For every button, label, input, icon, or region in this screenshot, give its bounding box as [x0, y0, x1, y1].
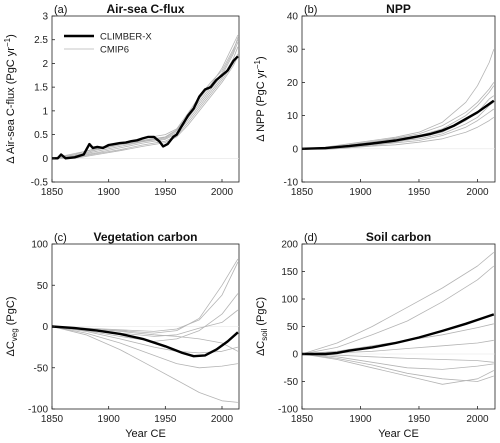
x-axis-label: Year CE	[378, 428, 419, 440]
y-tick-label: 200	[281, 240, 298, 251]
y-tick-label: 50	[37, 281, 49, 292]
x-tick-label: 1900	[98, 414, 121, 425]
series-line-climber-x	[52, 55, 239, 160]
series-line-cmip6	[52, 258, 239, 334]
x-tick-label: 1850	[291, 187, 314, 198]
x-tick-label: 1950	[154, 414, 177, 425]
series-line-cmip6	[302, 353, 494, 370]
panel-label: (c)	[54, 232, 67, 244]
x-tick-label: 1850	[291, 414, 314, 425]
series-line-cmip6	[302, 353, 494, 382]
y-tick-label: 0	[292, 144, 298, 155]
x-tick-label: 1950	[408, 187, 431, 198]
plot-frame	[301, 15, 496, 183]
y-tick-label: -100	[278, 405, 298, 416]
y-axis-label: Δ Air-sea C-flux (PgC yr−1)	[3, 34, 17, 164]
series-line-cmip6	[52, 326, 239, 354]
y-tick-label: -50	[34, 363, 49, 374]
series-line-cmip6	[302, 353, 494, 363]
panel-title: Soil carbon	[366, 230, 431, 244]
y-tick-label: 0	[42, 154, 48, 165]
plot-frame	[301, 243, 496, 410]
series-line-climber-x	[302, 99, 495, 150]
x-tick-label: 1900	[349, 187, 372, 198]
series-group	[302, 49, 495, 150]
series-line-cmip6	[302, 116, 495, 150]
y-tick-label: 2	[42, 59, 48, 70]
series-line-climber-x	[52, 325, 239, 358]
panel-title: Vegetation carbon	[93, 230, 197, 244]
series-line-cmip6	[302, 353, 494, 385]
series-line-cmip6	[52, 56, 239, 159]
series-line-cmip6	[302, 251, 495, 355]
y-tick-label: 50	[287, 322, 299, 333]
series-line-climber-x	[302, 313, 495, 356]
series-line-cmip6	[302, 49, 495, 150]
series-line-cmip6	[52, 34, 239, 159]
series-group	[52, 34, 239, 160]
y-tick-label: 100	[281, 295, 298, 306]
y-tick-label: -100	[28, 405, 48, 416]
series-line-cmip6	[302, 108, 495, 150]
x-tick-label: 2000	[211, 414, 234, 425]
y-tick-label: 1.5	[34, 83, 48, 94]
series-line-cmip6	[52, 261, 239, 332]
series-group	[302, 251, 495, 385]
y-tick-label: -10	[284, 178, 299, 189]
y-tick-label: 10	[287, 111, 299, 122]
y-axis-label: Δ NPP (PgC yr−1)	[253, 56, 267, 141]
series-line-cmip6	[52, 326, 238, 369]
panel-title: NPP	[386, 2, 411, 16]
y-axis-label: ΔCveg (PgC)	[5, 297, 19, 357]
panel-label: (b)	[304, 4, 317, 16]
panel-label: (a)	[54, 4, 67, 16]
y-tick-label: 40	[287, 12, 299, 23]
y-tick-label: 1	[42, 106, 48, 117]
panel-label: (d)	[304, 232, 317, 244]
legend-entry: CLIMBER-X	[100, 32, 152, 43]
x-tick-label: 2000	[466, 187, 489, 198]
series-line-cmip6	[52, 326, 238, 403]
panel-1: 1850 1900 1950 2000 -0.5 0 0.5 1 1.5 2 2.5 3 (a) Air-…	[3, 2, 240, 198]
x-tick-label: 2000	[466, 414, 489, 425]
y-tick-label: 0	[292, 350, 298, 361]
y-tick-label: 100	[31, 240, 48, 251]
series-group	[52, 258, 239, 403]
x-tick-label: 1850	[41, 187, 64, 198]
panel-2: 1850 1900 1950 2000 -10 0 10 20 30 40 (b) NPP Δ NPP …	[253, 2, 496, 198]
y-tick-label: -0.5	[31, 178, 49, 189]
x-tick-label: 1900	[98, 187, 121, 198]
x-tick-label: 1850	[41, 414, 64, 425]
legend: CLIMBER-X CMIP6	[64, 32, 152, 56]
y-tick-label: 0.5	[34, 130, 48, 141]
x-tick-label: 1900	[349, 414, 372, 425]
x-tick-label: 2000	[211, 187, 234, 198]
panel-title: Air-sea C-flux	[106, 2, 184, 16]
series-line-cmip6	[52, 293, 239, 342]
y-tick-label: 0	[42, 322, 48, 333]
y-tick-label: 3	[42, 12, 48, 23]
x-tick-label: 1950	[154, 187, 177, 198]
x-tick-label: 1950	[408, 414, 431, 425]
plot-frame	[51, 15, 240, 183]
legend-entry: CMIP6	[100, 45, 129, 56]
x-axis-label: Year CE	[125, 428, 166, 440]
y-tick-label: -50	[284, 377, 299, 388]
y-tick-label: 20	[287, 78, 299, 89]
y-tick-label: 30	[287, 45, 299, 56]
series-line-cmip6	[302, 265, 495, 355]
y-tick-label: 150	[281, 267, 298, 278]
panel-4: 1850 1900 1950 2000 -100 -50 0 50 100 150 200 (d) So…	[255, 230, 496, 440]
panel-3: 1850 1900 1950 2000 -100 -50 0 50 100 (c) Vegetati…	[5, 230, 240, 440]
y-axis-label: ΔCsoil (PgC)	[255, 297, 269, 356]
y-tick-label: 2.5	[34, 35, 48, 46]
series-line-cmip6	[52, 37, 239, 159]
